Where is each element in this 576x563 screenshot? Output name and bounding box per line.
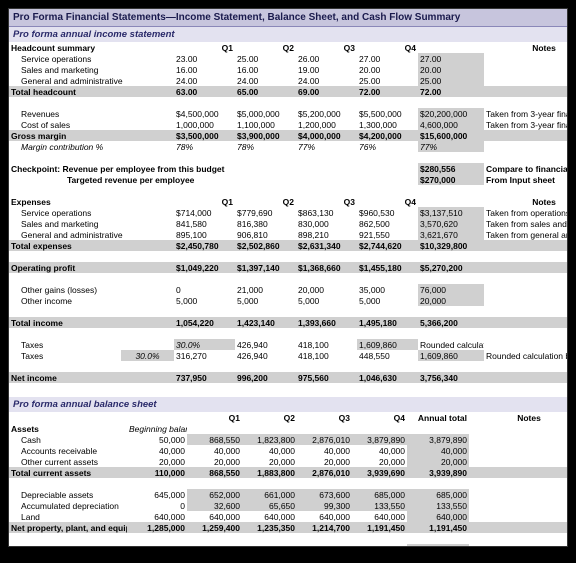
income-table: Headcount summaryQ1Q2Q3Q4Notes Service o…	[9, 42, 568, 350]
balance-section-header: Pro forma annual balance sheet	[9, 397, 567, 412]
income-bottom: Net income737,950996,200975,5601,046,630…	[9, 339, 568, 383]
sheet-title: Pro Forma Financial Statements—Income St…	[9, 9, 567, 27]
income-section-header: Pro forma annual income statement	[9, 27, 567, 42]
headcount-header: Headcount summary	[9, 42, 174, 53]
financial-sheet: Pro Forma Financial Statements—Income St…	[8, 8, 568, 547]
balance-table: Q1Q2Q3Q4Annual totalNotes AssetsBeginnin…	[9, 412, 568, 547]
